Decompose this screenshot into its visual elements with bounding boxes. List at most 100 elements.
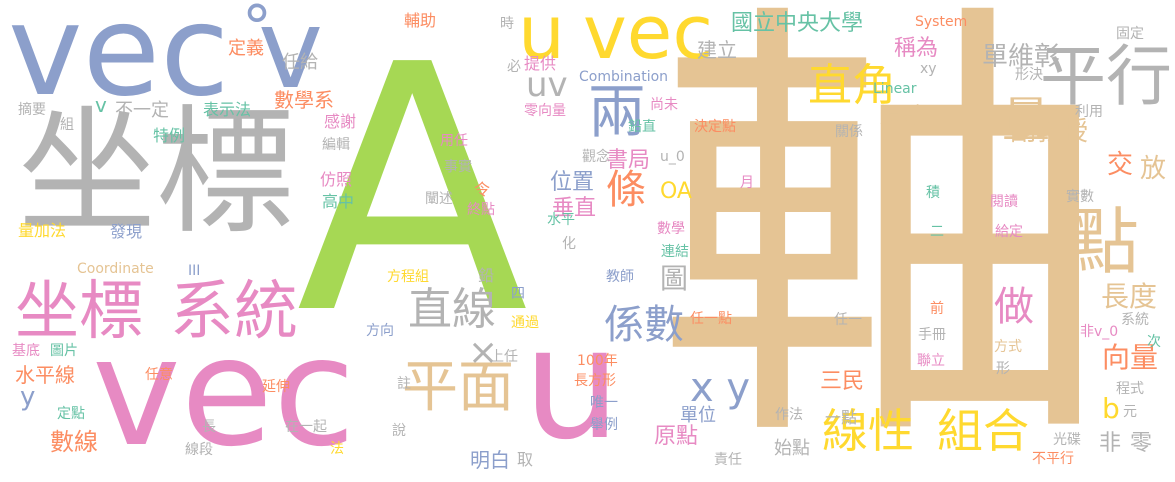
word-coordinate-pink: 坐標 xyxy=(15,275,143,349)
word-fixed: 固定 xyxy=(1116,26,1144,42)
word-unique: 唯一 xyxy=(590,395,618,411)
word-mathematics: 數學 xyxy=(657,221,685,237)
word-shan-weizhang: 單維彰 xyxy=(982,42,1061,72)
word-year-100: 100年 xyxy=(577,353,618,369)
word-origin: 原點 xyxy=(654,424,699,449)
word-associate-professor: 副教授 xyxy=(1010,117,1089,147)
word-segment: 線段 xyxy=(185,442,213,458)
word-time: 時 xyxy=(500,16,514,32)
word-degree: ° xyxy=(242,0,272,63)
word-b: b xyxy=(1102,392,1120,425)
word-lead: 鉛 xyxy=(478,266,495,285)
word-vec-pink: vec xyxy=(92,306,356,480)
word-er: 二 xyxy=(930,224,944,240)
word-yuan: 元 xyxy=(1123,404,1137,420)
word-equation-system: 方程組 xyxy=(387,269,429,285)
word-roman-three: III xyxy=(188,263,201,279)
word-called: 稱為 xyxy=(894,36,939,61)
word-take: 取 xyxy=(517,450,534,469)
word-vector: 向量 xyxy=(1102,341,1159,374)
word-straight-line: 直線 xyxy=(408,284,496,335)
word-vector-addition: 量加法 xyxy=(18,221,67,240)
word-fact: 事實 xyxy=(444,159,472,175)
word-shangren: 上任 xyxy=(490,349,518,365)
word-let: 令 xyxy=(474,180,491,199)
word-tiao: 條 xyxy=(606,167,646,213)
word-vec-blue: vec xyxy=(8,0,230,124)
word-not-necessarily: 不一定 xyxy=(115,100,169,121)
word-establish: 建立 xyxy=(697,38,737,62)
word-start-point: 始點 xyxy=(774,438,810,459)
word-hua: 化 xyxy=(562,236,576,252)
word-provide: 提供 xyxy=(524,54,557,73)
word-one-point: 一點 xyxy=(825,408,858,427)
word-u-pink: u xyxy=(523,295,621,474)
word-yongren: 用任 xyxy=(440,133,468,149)
word-four: 四 xyxy=(511,286,525,302)
word-system-pink: 系統 xyxy=(170,275,298,349)
word-horizontal: 水平 xyxy=(547,212,575,228)
word-times-ci: 次 xyxy=(1147,334,1161,350)
word-xingjue: 形決 xyxy=(1015,67,1043,83)
word-picture: 圖片 xyxy=(50,343,78,359)
word-linear-en: Linear xyxy=(873,81,917,97)
word-math-dept: 數學系 xyxy=(274,88,334,112)
word-high-school: 高中 xyxy=(322,192,355,211)
word-intersect: 交 xyxy=(1107,150,1134,180)
word-any-point: 任一點 xyxy=(690,311,732,327)
word-say: 說 xyxy=(392,423,406,439)
word-xy-gray: xy xyxy=(920,61,937,77)
word-ncu: 國立中央大學 xyxy=(731,11,864,36)
word-end-point: 終點 xyxy=(467,202,495,218)
word-manner: 方式 xyxy=(994,339,1022,355)
word-combination: 組合 xyxy=(937,404,1029,458)
word-before: 前 xyxy=(930,301,944,317)
word-v-teal: v xyxy=(95,93,107,117)
word-manual: 手冊 xyxy=(918,327,946,343)
word-shape: 形 xyxy=(996,361,1010,377)
word-program: 程式 xyxy=(1116,381,1144,397)
word-fa: 法 xyxy=(330,441,344,457)
word-cd: 光碟 xyxy=(1053,432,1081,448)
word-real-number: 實數 xyxy=(1066,189,1094,205)
word-do: 做 xyxy=(994,284,1034,330)
word-not-parallel: 不平行 xyxy=(1032,451,1074,467)
word-imitate: 仿照 xyxy=(320,170,353,189)
word-notation: 表示法 xyxy=(203,100,252,119)
word-together: 在一起 xyxy=(285,419,327,435)
word-simultaneous: 聯立 xyxy=(917,353,945,369)
word-define: 定義 xyxy=(228,38,264,59)
word-must: 必 xyxy=(507,59,521,75)
word-uv: uv xyxy=(526,65,568,105)
word-place: 放 xyxy=(1140,154,1167,184)
word-u0: u_0 xyxy=(660,149,685,165)
word-y-blue: y xyxy=(20,382,36,412)
word-example: 舉例 xyxy=(590,417,618,433)
word-two: 兩 xyxy=(588,78,647,146)
word-determine-point: 決定點 xyxy=(694,119,736,135)
word-link: 連結 xyxy=(661,244,689,260)
word-oa: OA xyxy=(660,179,692,204)
word-figure: 圖 xyxy=(660,262,689,295)
word-u-yellow: u xyxy=(518,0,565,76)
word-not-yet: 尚未 xyxy=(650,97,678,113)
word-coefficient: 係數 xyxy=(604,302,684,348)
word-thanks: 感謝 xyxy=(324,112,357,131)
word-axis-zhou: 軸 xyxy=(655,0,1110,482)
word-relationship: 關係 xyxy=(835,124,863,140)
word-point: 點 xyxy=(1067,200,1140,284)
word-assist: 輔助 xyxy=(404,11,437,30)
word-group: 組 xyxy=(60,117,74,133)
word-through-point: 過點 xyxy=(880,104,925,129)
word-right-angle: 直角 xyxy=(808,60,896,111)
word-perpendicular: 垂直 xyxy=(552,196,597,221)
word-extend: 延伸 xyxy=(262,379,290,395)
word-understand: 明白 xyxy=(470,448,510,472)
word-method: 作法 xyxy=(775,407,803,423)
word-utilize: 利用 xyxy=(1075,104,1103,120)
word-parallel: 平行 xyxy=(1040,38,1172,115)
word-system-en: System xyxy=(915,14,968,30)
word-product: 積 xyxy=(926,185,940,201)
word-zero-vector: 零向量 xyxy=(524,103,566,119)
word-plane: 平面 xyxy=(402,355,514,420)
